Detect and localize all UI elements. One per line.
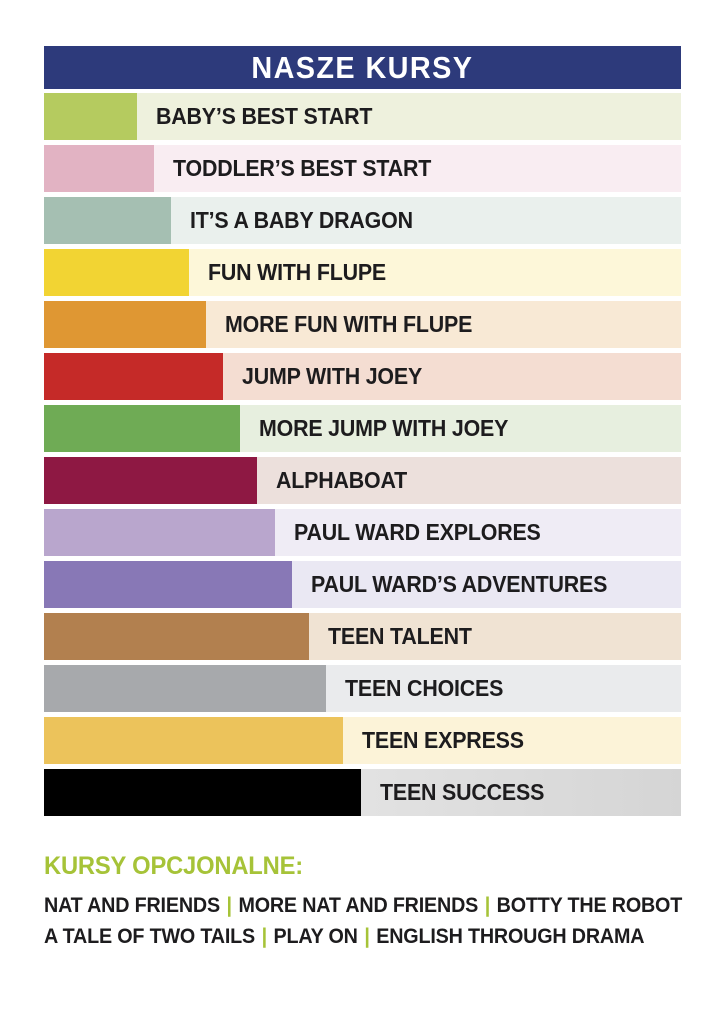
optional-course-item: BOTTY THE ROBOT — [496, 894, 683, 917]
optional-course-item: MORE NAT AND FRIENDS — [238, 894, 479, 917]
course-bar — [44, 93, 137, 140]
course-label: ALPHABOAT — [276, 466, 408, 493]
course-label: TEEN EXPRESS — [362, 726, 524, 753]
course-row: TEEN EXPRESS — [44, 717, 681, 764]
pipe-separator: | — [226, 894, 233, 917]
poster-title: NASZE KURSY — [251, 49, 474, 85]
course-row: MORE FUN WITH FLUPE — [44, 301, 681, 348]
course-row: PAUL WARD EXPLORES — [44, 509, 681, 556]
optional-course-item: ENGLISH THROUGH DRAMA — [376, 925, 645, 948]
course-list: BABY’S BEST START TODDLER’S BEST START I… — [44, 93, 681, 816]
course-bar — [44, 353, 223, 400]
course-bar — [44, 717, 343, 764]
course-row: TEEN CHOICES — [44, 665, 681, 712]
optional-course-item: PLAY ON — [273, 925, 358, 948]
course-label: JUMP WITH JOEY — [242, 362, 423, 389]
course-bar — [44, 665, 326, 712]
optional-course-item: NAT AND FRIENDS — [44, 894, 220, 917]
course-row: TODDLER’S BEST START — [44, 145, 681, 192]
course-bar — [44, 249, 189, 296]
optional-course-line: A TALE OF TWO TAILS | PLAY ON | ENGLISH THRO… — [44, 921, 653, 952]
optional-course-lines: NAT AND FRIENDS | MORE NAT AND FRIENDS | BOT… — [44, 890, 692, 952]
course-label: TEEN SUCCESS — [380, 778, 545, 805]
course-row: PAUL WARD’S ADVENTURES — [44, 561, 681, 608]
course-bar — [44, 457, 257, 504]
course-bar — [44, 769, 361, 816]
optional-course-line: NAT AND FRIENDS | MORE NAT AND FRIENDS | BOT… — [44, 890, 682, 921]
course-row: ALPHABOAT — [44, 457, 681, 504]
course-label: IT’S A BABY DRAGON — [190, 206, 413, 233]
poster-header: NASZE KURSY — [44, 46, 681, 89]
course-row: MORE JUMP WITH JOEY — [44, 405, 681, 452]
course-row: TEEN SUCCESS — [44, 769, 681, 816]
pipe-separator: | — [364, 925, 370, 948]
course-bar — [44, 509, 275, 556]
course-label: TEEN CHOICES — [345, 674, 504, 701]
course-label: TODDLER’S BEST START — [173, 154, 432, 181]
course-bar — [44, 145, 154, 192]
course-label: TEEN TALENT — [328, 622, 472, 649]
course-label: PAUL WARD’S ADVENTURES — [311, 570, 608, 597]
course-row: IT’S A BABY DRAGON — [44, 197, 681, 244]
course-bar — [44, 613, 309, 660]
course-row: FUN WITH FLUPE — [44, 249, 681, 296]
course-bar — [44, 561, 292, 608]
pipe-separator: | — [484, 894, 491, 917]
course-row: TEEN TALENT — [44, 613, 681, 660]
optional-courses-heading: KURSY OPCJONALNE: — [44, 852, 303, 880]
course-label: MORE JUMP WITH JOEY — [259, 414, 509, 441]
course-bar — [44, 405, 240, 452]
course-row: BABY’S BEST START — [44, 93, 681, 140]
course-label: MORE FUN WITH FLUPE — [225, 310, 473, 337]
pipe-separator: | — [261, 925, 268, 948]
course-row: JUMP WITH JOEY — [44, 353, 681, 400]
course-label: BABY’S BEST START — [156, 102, 373, 129]
optional-course-item: A TALE OF TWO TAILS — [44, 925, 255, 948]
course-label: FUN WITH FLUPE — [208, 258, 387, 285]
course-bar — [44, 301, 206, 348]
course-bar — [44, 197, 171, 244]
optional-courses-section: KURSY OPCJONALNE: NAT AND FRIENDS | MORE N… — [44, 852, 692, 952]
course-label: PAUL WARD EXPLORES — [294, 518, 541, 545]
